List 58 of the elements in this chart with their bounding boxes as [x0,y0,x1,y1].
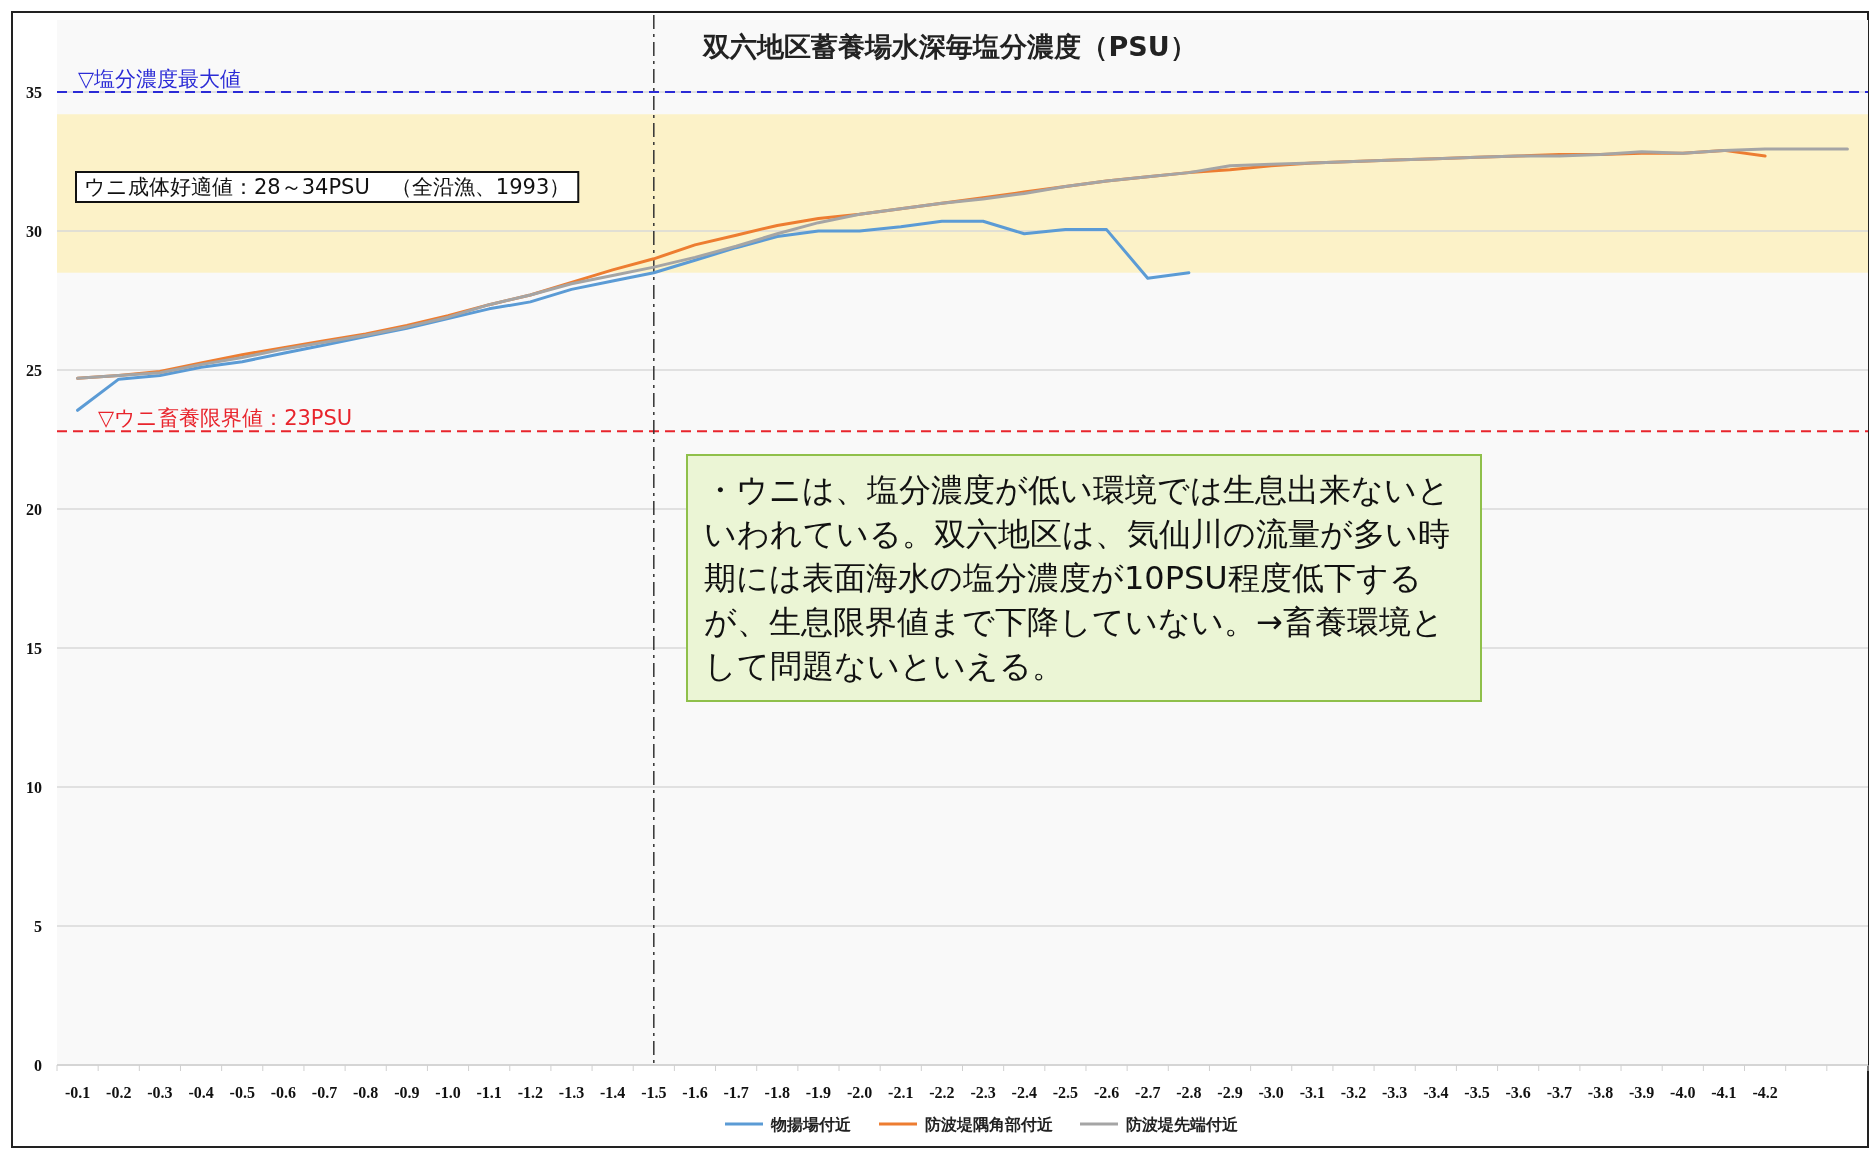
x-tick-label: -2.8 [1176,1084,1202,1101]
y-tick-label: 35 [26,84,42,101]
x-tick-label: -0.9 [394,1084,420,1101]
ref-line-label: ▽塩分濃度最大値 [78,67,242,91]
x-tick-label: -3.3 [1382,1084,1408,1101]
x-tick-label: -3.9 [1628,1084,1655,1101]
x-tick-label: -2.9 [1217,1084,1243,1101]
x-tick-label: -0.5 [229,1084,255,1101]
x-tick-label: -1.6 [682,1084,708,1101]
x-tick-label: -0.1 [64,1084,91,1101]
annotation: ・ウニは、塩分濃度が低い環境では生息出来ないといわれている。双六地区は、気仙川の流量が多い時期には表面海水の塩分濃度が10PSU程度低下するが、生息限界値まで下降していない。→畜養環境として問題ないといえる。 [686,454,1482,702]
legend-label: 物揚場付近 [770,1115,852,1134]
x-tick-label: -2.0 [846,1084,873,1101]
x-tick-label: -1.4 [599,1084,626,1101]
y-tick-label: 20 [26,501,42,518]
x-tick-label: -3.6 [1505,1084,1531,1101]
x-tick-label: -3.5 [1464,1084,1490,1101]
y-tick-label: 30 [26,223,42,240]
x-tick-label: -2.4 [1011,1084,1037,1101]
x-tick-label: -0.4 [188,1084,214,1101]
x-tick-label: -3.0 [1258,1084,1284,1101]
x-tick-label: -2.3 [970,1084,996,1101]
x-tick-label: -1.9 [805,1084,832,1101]
x-tick-label: -3.8 [1587,1084,1614,1101]
x-tick-label: -2.6 [1093,1084,1120,1101]
x-tick-label: -2.2 [929,1084,955,1101]
y-tick-label: 0 [34,1057,42,1074]
x-tick-label: -3.2 [1340,1084,1367,1101]
x-tick-label: -2.5 [1052,1084,1079,1101]
legend-label: 防波堤隅角部付近 [925,1115,1054,1134]
x-tick-label: -1.7 [723,1084,749,1101]
legend-label: 防波堤先端付近 [1126,1115,1239,1134]
x-tick-label: -2.7 [1135,1084,1161,1101]
chart-title: 双六地区蓄養場水深毎塩分濃度（PSU） [702,31,1197,62]
x-tick-label: -4.1 [1711,1084,1737,1101]
x-tick-label: -3.7 [1546,1084,1572,1101]
x-tick-label: -1.5 [641,1084,667,1101]
x-tick-label: -1.2 [517,1084,543,1101]
x-tick-label: -1.0 [435,1084,461,1101]
y-tick-label: 25 [26,362,42,379]
x-tick-label: -0.3 [147,1084,173,1101]
x-tick-label: -1.8 [764,1084,790,1101]
band-label: ウニ成体好適値：28～34PSU （全沿漁、1993） [84,175,571,199]
x-tick-label: -1.1 [476,1084,502,1101]
x-tick-label: -0.2 [106,1084,132,1101]
x-tick-label: -3.1 [1299,1084,1326,1101]
x-tick-label: -0.7 [311,1084,338,1101]
ref-line-label: ▽ウニ畜養限界値：23PSU [98,406,353,431]
x-tick-label: -4.2 [1752,1084,1778,1101]
x-tick-label: -3.4 [1423,1084,1449,1101]
y-tick-label: 15 [26,640,42,657]
y-tick-label: 5 [34,918,42,935]
x-tick-label: -0.8 [353,1084,379,1101]
x-tick-label: -2.1 [888,1084,914,1101]
y-tick-label: 10 [26,779,42,796]
x-tick-label: -0.6 [270,1084,297,1101]
x-tick-label: -4.0 [1670,1084,1696,1101]
x-tick-label: -1.3 [558,1084,585,1101]
